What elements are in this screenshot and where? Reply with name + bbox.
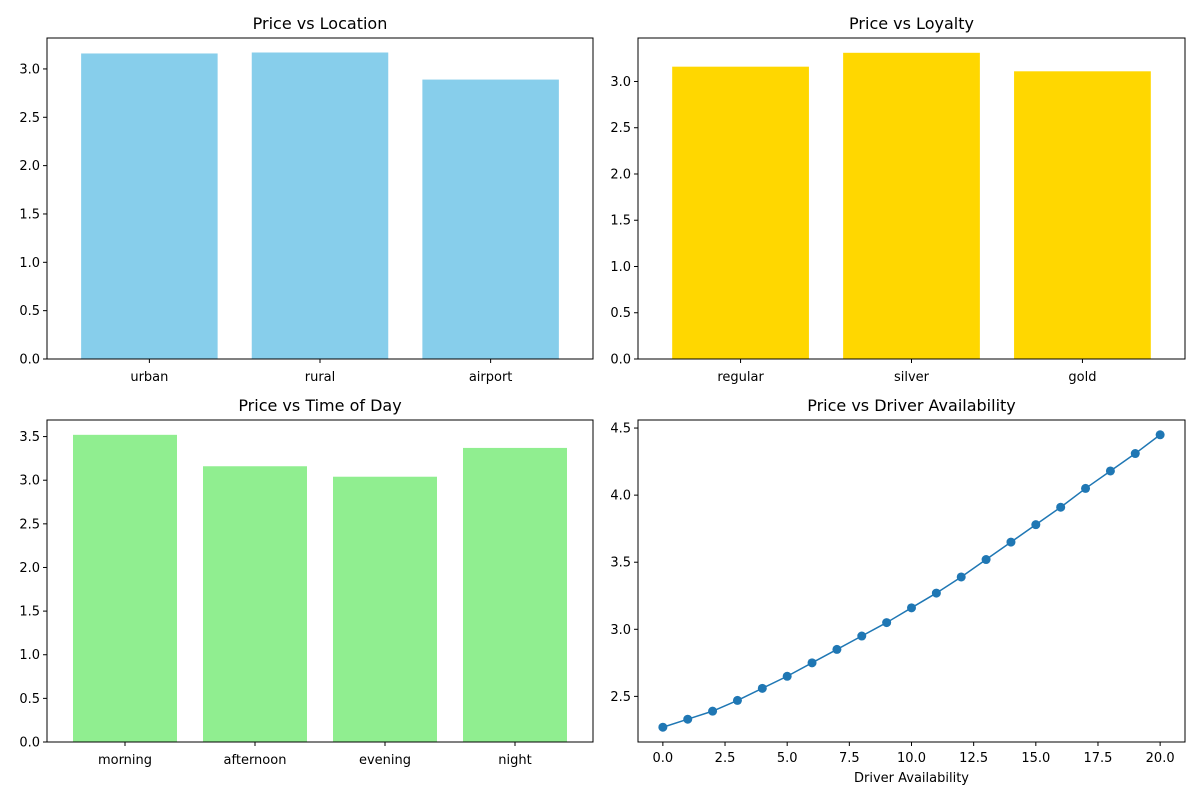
y-tick-label: 2.5 [19,517,40,532]
data-point [757,683,767,693]
subplot-location: Price vs Location 0.0 0.5 1.0 1.5 2.0 2.5 3.0 ur… [19,14,594,385]
y-tick-label: 0.5 [19,304,40,319]
data-point [1056,502,1066,512]
x-tick-label: morning [98,753,152,768]
data-point [807,658,817,668]
x-tick-label: 15.0 [1021,751,1050,766]
y-tick-label: 4.0 [610,489,631,504]
data-point [1155,430,1165,440]
y-tick-label: 0.0 [19,736,40,751]
y-tick-label: 0.5 [610,306,631,321]
axes-frame [637,419,1186,743]
chart-title: Price vs Location [253,14,388,33]
y-tick-label: 2.0 [19,561,40,576]
y-tick-label: 2.5 [610,690,631,705]
data-point [708,706,718,716]
y-tick-label: 3.0 [610,75,631,90]
bar-urban [81,53,218,359]
bar-silver [843,52,980,360]
x-tick-label: 5.0 [777,751,798,766]
y-tick-label: 1.0 [610,260,631,275]
x-axis-label: Driver Availability [854,771,969,786]
data-point [981,555,991,565]
y-tick-label: 0.0 [19,353,40,368]
y-tick-label: 2.5 [19,111,40,126]
bar-regular [672,66,809,359]
y-tick-label: 3.5 [19,430,40,445]
x-tick-label: silver [894,370,930,385]
y-tick-label: 2.0 [19,159,40,174]
data-point [1081,483,1091,493]
y-tick-label: 1.0 [19,648,40,663]
y-tick-label: 1.0 [19,256,40,271]
data-point [857,631,867,641]
x-tick-label: evening [359,753,411,768]
x-tick-label: regular [717,370,764,385]
data-point [1130,449,1140,459]
y-tick-label: 2.5 [610,121,631,136]
data-point [782,671,792,681]
bar-morning [73,434,177,742]
data-point [882,618,892,628]
data-point [832,644,842,654]
bar-night [463,447,567,742]
x-tick-label: night [498,753,531,768]
x-tick-label: 12.5 [959,751,988,766]
data-point [931,588,941,598]
x-tick-label: airport [469,370,513,385]
bar-gold [1014,71,1151,359]
x-tick-label: afternoon [224,753,287,768]
x-tick-label: gold [1068,370,1096,385]
bar-evening [333,476,437,742]
data-point [658,722,668,732]
y-tick-label: 3.5 [610,556,631,571]
subplot-loyalty: Price vs Loyalty 0.0 0.5 1.0 1.5 2.0 2.5 3.0 reg… [610,14,1186,385]
x-tick-label: 20.0 [1146,751,1175,766]
subplot-time-of-day: Price vs Time of Day 0.0 0.5 1.0 1.5 2.0 2.5 3.… [19,396,594,768]
chart-title: Price vs Loyalty [849,14,974,33]
y-tick-label: 3.0 [610,623,631,638]
data-point [1006,537,1016,547]
y-tick-label: 3.0 [19,474,40,489]
y-tick-label: 0.0 [610,353,631,368]
chart-title: Price vs Driver Availability [807,396,1016,415]
x-tick-label: 7.5 [839,751,860,766]
data-point [1105,466,1115,476]
bar-afternoon [203,466,307,742]
data-point [956,572,966,582]
y-tick-label: 3.0 [19,62,40,77]
data-point [1031,520,1041,530]
axes-frame [46,419,594,743]
series-line [662,434,1161,728]
x-tick-label: 10.0 [897,751,926,766]
chart-title: Price vs Time of Day [238,396,401,415]
y-tick-label: 1.5 [610,214,631,229]
x-tick-label: 2.5 [715,751,736,766]
subplot-driver-availability: Price vs Driver Availability 2.5 3.0 3.5 4.0… [610,396,1186,786]
y-tick-label: 1.5 [19,207,40,222]
x-tick-label: urban [130,370,168,385]
bar-rural [251,52,389,359]
x-tick-label: rural [305,370,336,385]
x-tick-label: 17.5 [1084,751,1113,766]
y-tick-label: 1.5 [19,605,40,620]
data-point [907,603,916,613]
data-point [683,714,693,724]
y-tick-label: 0.5 [19,692,40,707]
x-tick-label: 0.0 [653,751,674,766]
y-tick-label: 4.5 [610,422,631,437]
bar-airport [422,79,559,359]
data-point [732,695,742,705]
y-tick-label: 2.0 [610,167,631,182]
